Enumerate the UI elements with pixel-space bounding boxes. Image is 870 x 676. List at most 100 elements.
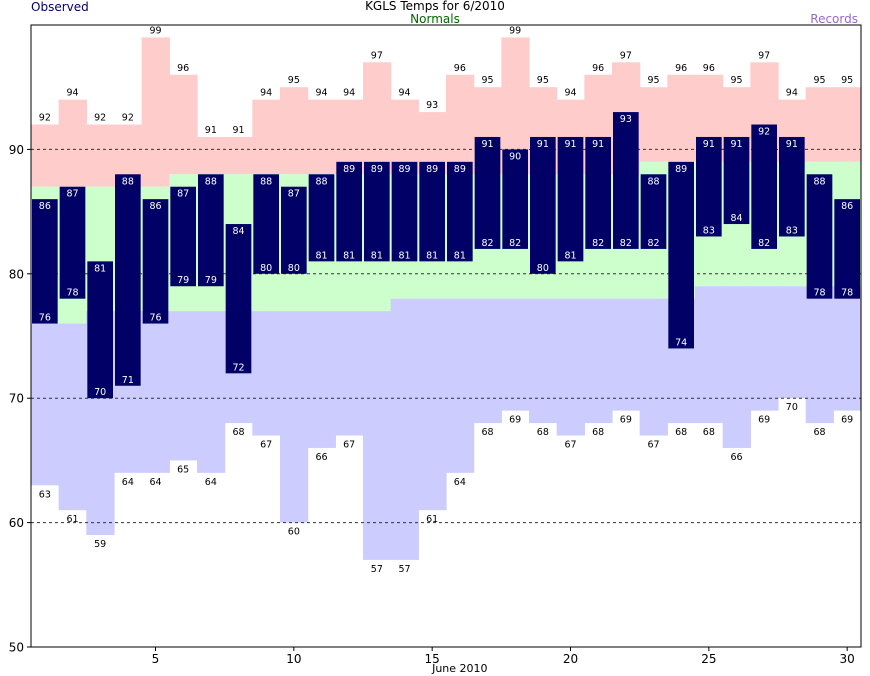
- observed-high-label: 86: [39, 201, 51, 212]
- x-tick-label: 5: [152, 652, 160, 666]
- record-low-label: 69: [620, 415, 632, 426]
- observed-high-label: 92: [758, 127, 770, 138]
- plot-frame: [30, 24, 862, 648]
- observed-bar: [530, 136, 556, 274]
- record-low-label: 67: [564, 440, 576, 451]
- observed-high-label: 89: [398, 164, 410, 175]
- record-high-band: [639, 87, 668, 162]
- y-tick-label: 80: [9, 267, 24, 281]
- y-tick-label: 50: [9, 641, 24, 655]
- observed-bar: [474, 136, 501, 249]
- record-low-label: 67: [343, 440, 355, 451]
- observed-low-label: 72: [232, 362, 244, 373]
- observed-bar: [723, 136, 750, 225]
- record-high-label: 92: [39, 113, 51, 124]
- observed-bar: [391, 161, 418, 262]
- observed-high-label: 86: [149, 201, 161, 212]
- observed-low-label: 82: [592, 238, 604, 249]
- observed-high-label: 91: [703, 139, 715, 150]
- record-high-band: [307, 99, 336, 175]
- record-low-band: [805, 286, 834, 424]
- record-high-label: 94: [315, 88, 327, 99]
- record-high-label: 94: [398, 88, 410, 99]
- observed-bar: [225, 224, 252, 374]
- record-high-band: [58, 99, 87, 187]
- record-high-label: 92: [94, 113, 106, 124]
- chart-title: KGLS Temps for 6/2010: [365, 0, 505, 13]
- record-high-band: [86, 124, 115, 187]
- observed-low-label: 84: [730, 213, 742, 224]
- record-high-label: 97: [620, 50, 632, 61]
- record-high-label: 99: [149, 25, 161, 36]
- observed-bar: [253, 174, 279, 274]
- record-low-label: 69: [841, 415, 853, 426]
- record-low-label: 64: [149, 477, 161, 488]
- observed-low-label: 81: [564, 250, 576, 261]
- observed-low-label: 82: [758, 238, 770, 249]
- record-low-band: [473, 298, 502, 424]
- observed-high-label: 93: [620, 114, 632, 125]
- observed-bar: [87, 261, 113, 399]
- observed-high-label: 89: [371, 164, 383, 175]
- record-low-label: 69: [509, 415, 521, 426]
- record-high-label: 96: [675, 63, 687, 74]
- observed-bar: [834, 199, 860, 299]
- legend-normals-label: Normals: [410, 12, 460, 26]
- record-low-band: [639, 298, 668, 436]
- x-tick-label: 25: [701, 652, 716, 666]
- observed-high-label: 89: [675, 164, 687, 175]
- observed-low-label: 74: [675, 337, 687, 348]
- record-low-label: 67: [647, 440, 659, 451]
- observed-bar: [613, 112, 639, 249]
- record-high-label: 96: [454, 63, 466, 74]
- record-low-band: [390, 298, 419, 560]
- observed-high-label: 91: [592, 139, 604, 150]
- observed-low-label: 81: [343, 250, 355, 261]
- record-low-band: [833, 286, 862, 411]
- observed-high-label: 84: [232, 226, 244, 237]
- observed-low-label: 78: [813, 288, 825, 299]
- observed-high-label: 91: [786, 139, 798, 150]
- record-high-band: [446, 74, 475, 175]
- x-tick-label: 10: [286, 652, 301, 666]
- observed-high-label: 88: [315, 176, 327, 187]
- record-low-label: 66: [730, 452, 742, 463]
- observed-low-label: 76: [39, 313, 51, 324]
- legend-records-label: Records: [810, 12, 858, 26]
- record-high-band: [363, 62, 392, 175]
- observed-high-label: 88: [647, 176, 659, 187]
- record-high-band: [224, 136, 253, 175]
- record-low-label: 64: [205, 477, 217, 488]
- record-low-label: 68: [675, 427, 687, 438]
- observed-bar: [198, 174, 224, 287]
- record-low-label: 64: [454, 477, 466, 488]
- observed-high-label: 87: [177, 189, 189, 200]
- observed-bar: [806, 174, 833, 299]
- observed-high-label: 81: [94, 263, 106, 274]
- x-tick-label: 20: [563, 652, 578, 666]
- observed-low-label: 82: [481, 238, 493, 249]
- observed-low-label: 81: [371, 250, 383, 261]
- observed-bar: [364, 161, 390, 262]
- record-high-label: 91: [232, 125, 244, 136]
- record-low-label: 68: [537, 427, 549, 438]
- record-high-label: 94: [343, 88, 355, 99]
- observed-low-label: 78: [66, 288, 78, 299]
- observed-bar: [419, 161, 445, 262]
- record-low-band: [501, 298, 530, 411]
- record-high-label: 95: [647, 75, 659, 86]
- record-low-label: 64: [122, 477, 134, 488]
- record-high-label: 95: [288, 75, 300, 86]
- record-low-label: 57: [398, 564, 410, 575]
- record-high-label: 94: [564, 88, 576, 99]
- record-low-band: [446, 298, 475, 473]
- observed-low-label: 76: [149, 313, 161, 324]
- record-low-label: 68: [481, 427, 493, 438]
- record-low-label: 65: [177, 464, 189, 475]
- record-high-label: 94: [66, 88, 78, 99]
- observed-high-label: 88: [205, 176, 217, 187]
- observed-low-label: 70: [94, 387, 106, 398]
- observed-high-label: 90: [509, 151, 521, 162]
- record-low-band: [418, 298, 447, 511]
- observed-low-label: 82: [620, 238, 632, 249]
